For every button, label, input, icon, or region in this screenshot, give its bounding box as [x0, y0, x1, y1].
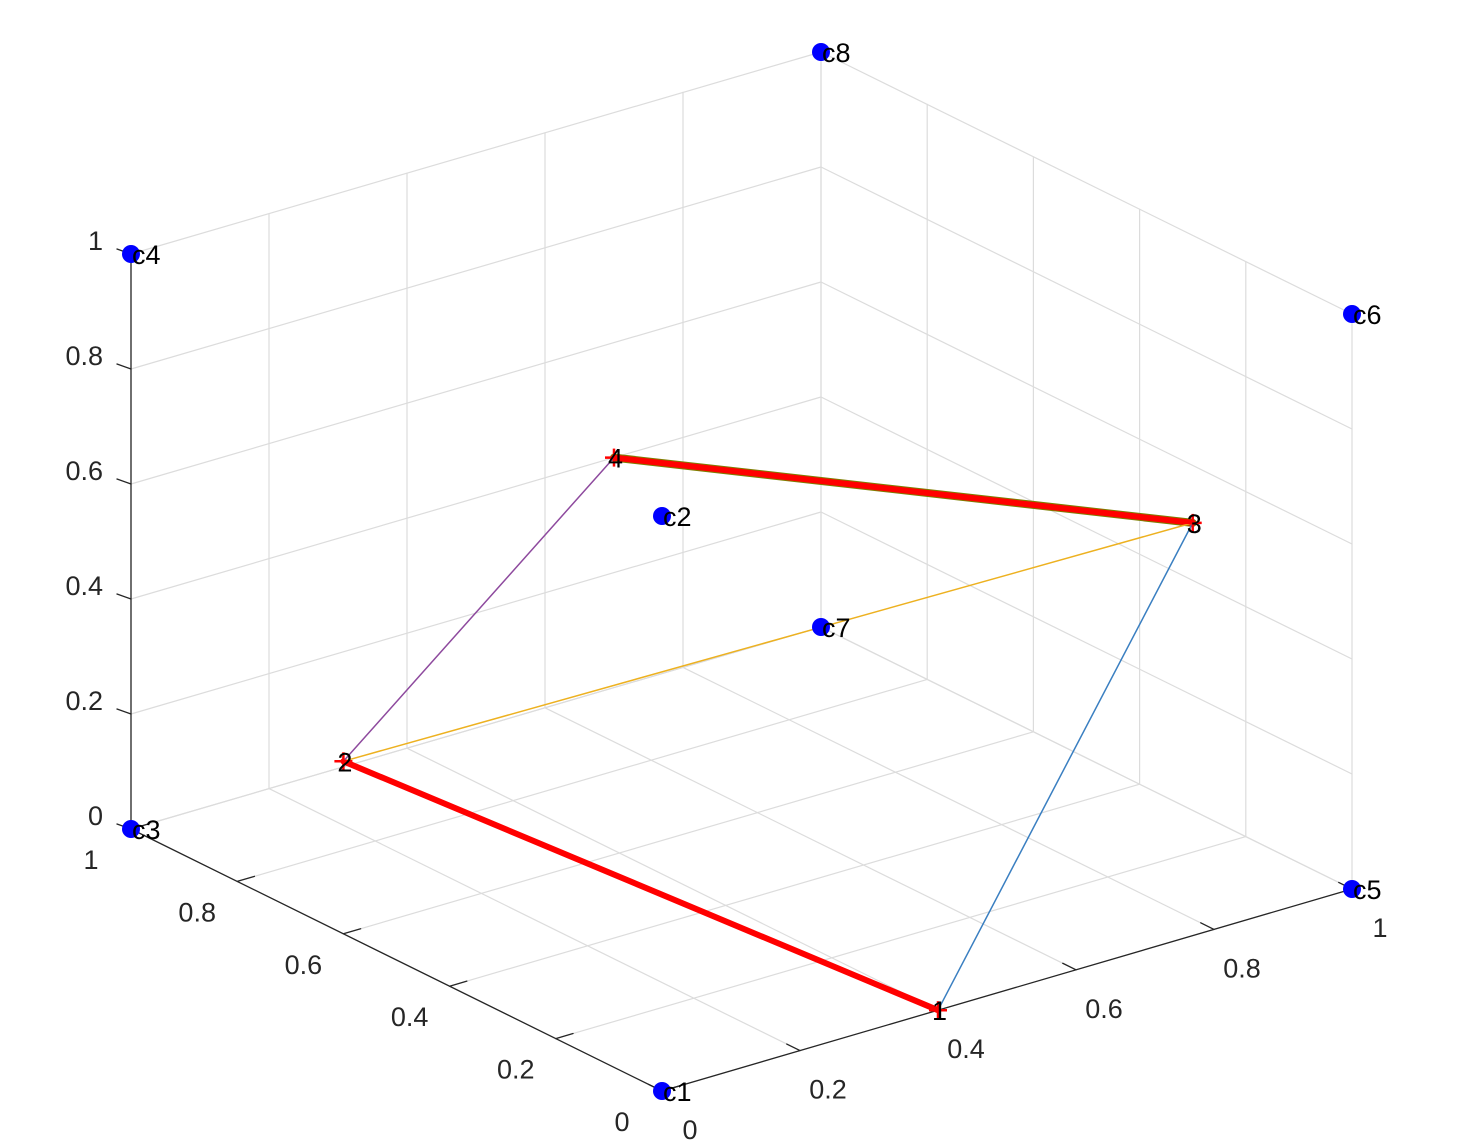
markers	[122, 43, 1361, 1100]
y-tick-label: 1	[83, 845, 98, 875]
corner-point-label: c5	[1353, 875, 1382, 905]
corner-point-marker	[653, 507, 671, 525]
path-point-label: 3	[1187, 509, 1202, 539]
grid-line	[820, 51, 1353, 315]
grid-line	[342, 731, 1035, 935]
grid-line	[130, 166, 822, 370]
corner-point-label: c7	[822, 613, 851, 643]
y-tick-mark	[448, 980, 468, 987]
corner-point-label: c8	[822, 38, 851, 68]
corner-point-marker	[1343, 880, 1361, 898]
axes	[116, 248, 1353, 1092]
grid-line	[236, 678, 928, 883]
grid-line	[555, 835, 1247, 1040]
x-tick-mark	[1062, 962, 1077, 971]
grid-line	[820, 511, 1353, 775]
grid-line	[130, 396, 822, 600]
z-tick-label: 0.6	[65, 456, 103, 486]
z-tick-label: 0.4	[65, 571, 103, 601]
y-tick-mark	[236, 875, 256, 883]
edge-line	[937, 522, 1194, 1011]
tick-labels: 0 0 0 0.2 0.2 0.2 0.4 0.4 0.4 0.6 0.6 0.6 0.8 0.8 0.8 1…	[65, 226, 1387, 1144]
z-tick-mark	[116, 593, 132, 600]
corner-point-label: c3	[132, 815, 161, 845]
grid-line	[820, 166, 1353, 430]
x-axis-line	[661, 888, 1353, 1092]
z-tick-mark	[116, 363, 132, 370]
x-tick-label: 0	[682, 1115, 697, 1144]
grid-line	[130, 281, 822, 485]
edge-line	[342, 456, 615, 763]
x-tick-label: 0.4	[947, 1034, 985, 1064]
corner-point-marker	[812, 43, 830, 61]
y-axis-line	[130, 828, 663, 1092]
grid-line	[130, 626, 822, 830]
z-tick-label: 0.8	[65, 341, 103, 371]
path-point-marker	[605, 448, 623, 467]
path-point-label: 1	[932, 996, 947, 1026]
corner-point-marker	[122, 820, 140, 838]
corner-point-label: c2	[663, 502, 692, 532]
grid-line	[130, 51, 822, 255]
y-tick-mark	[555, 1032, 574, 1040]
corner-point-label: c4	[132, 240, 161, 270]
edge-line	[340, 758, 941, 1014]
edge-line	[611, 454, 1196, 526]
path-point-label: 2	[337, 747, 352, 777]
grid-line	[268, 787, 801, 1052]
y-tick-label: 0.8	[178, 897, 216, 927]
grid-line	[820, 396, 1353, 660]
z-tick-mark	[116, 478, 132, 485]
grid-line	[820, 626, 1353, 890]
corner-point-marker	[1343, 305, 1361, 323]
y-tick-label: 0.2	[497, 1055, 535, 1085]
corner-point-marker	[653, 1082, 671, 1100]
grid-line	[544, 707, 1077, 971]
z-tick-label: 0.2	[65, 686, 103, 716]
corner-point-marker	[122, 245, 140, 263]
grid-lines	[130, 51, 1353, 1092]
x-tick-label: 1	[1372, 913, 1387, 943]
x-tick-mark	[786, 1043, 801, 1052]
path-point-marker	[1183, 513, 1202, 532]
corner-point-marker	[812, 618, 830, 636]
path-point-marker	[334, 752, 353, 771]
corner-point-label: c1	[663, 1077, 692, 1107]
edges	[340, 453, 1197, 1014]
path-point-label: 4	[608, 444, 623, 474]
edge-line	[342, 522, 1194, 763]
grid-line	[406, 747, 939, 1011]
point-labels: c1 c2 c3 c4 c5 c6 c7 c8 1 2 3 4	[132, 38, 1382, 1107]
y-tick-label: 0.6	[285, 950, 323, 980]
x-tick-label: 0.8	[1223, 953, 1261, 983]
grid-line	[682, 666, 1215, 931]
corner-point-label: c6	[1353, 300, 1382, 330]
grid-line	[449, 783, 1141, 987]
z-tick-mark	[116, 708, 132, 715]
y-tick-label: 0	[614, 1107, 629, 1137]
y-tick-label: 0.4	[391, 1002, 429, 1032]
grid-line	[820, 281, 1353, 545]
z-tick-label: 1	[88, 226, 103, 256]
z-tick-label: 0	[88, 801, 103, 831]
x-tick-mark	[1200, 922, 1215, 931]
x-tick-label: 0.2	[809, 1075, 847, 1105]
path-point-marker	[929, 1001, 947, 1020]
x-tick-label: 0.6	[1085, 994, 1123, 1024]
y-tick-mark	[342, 928, 362, 935]
